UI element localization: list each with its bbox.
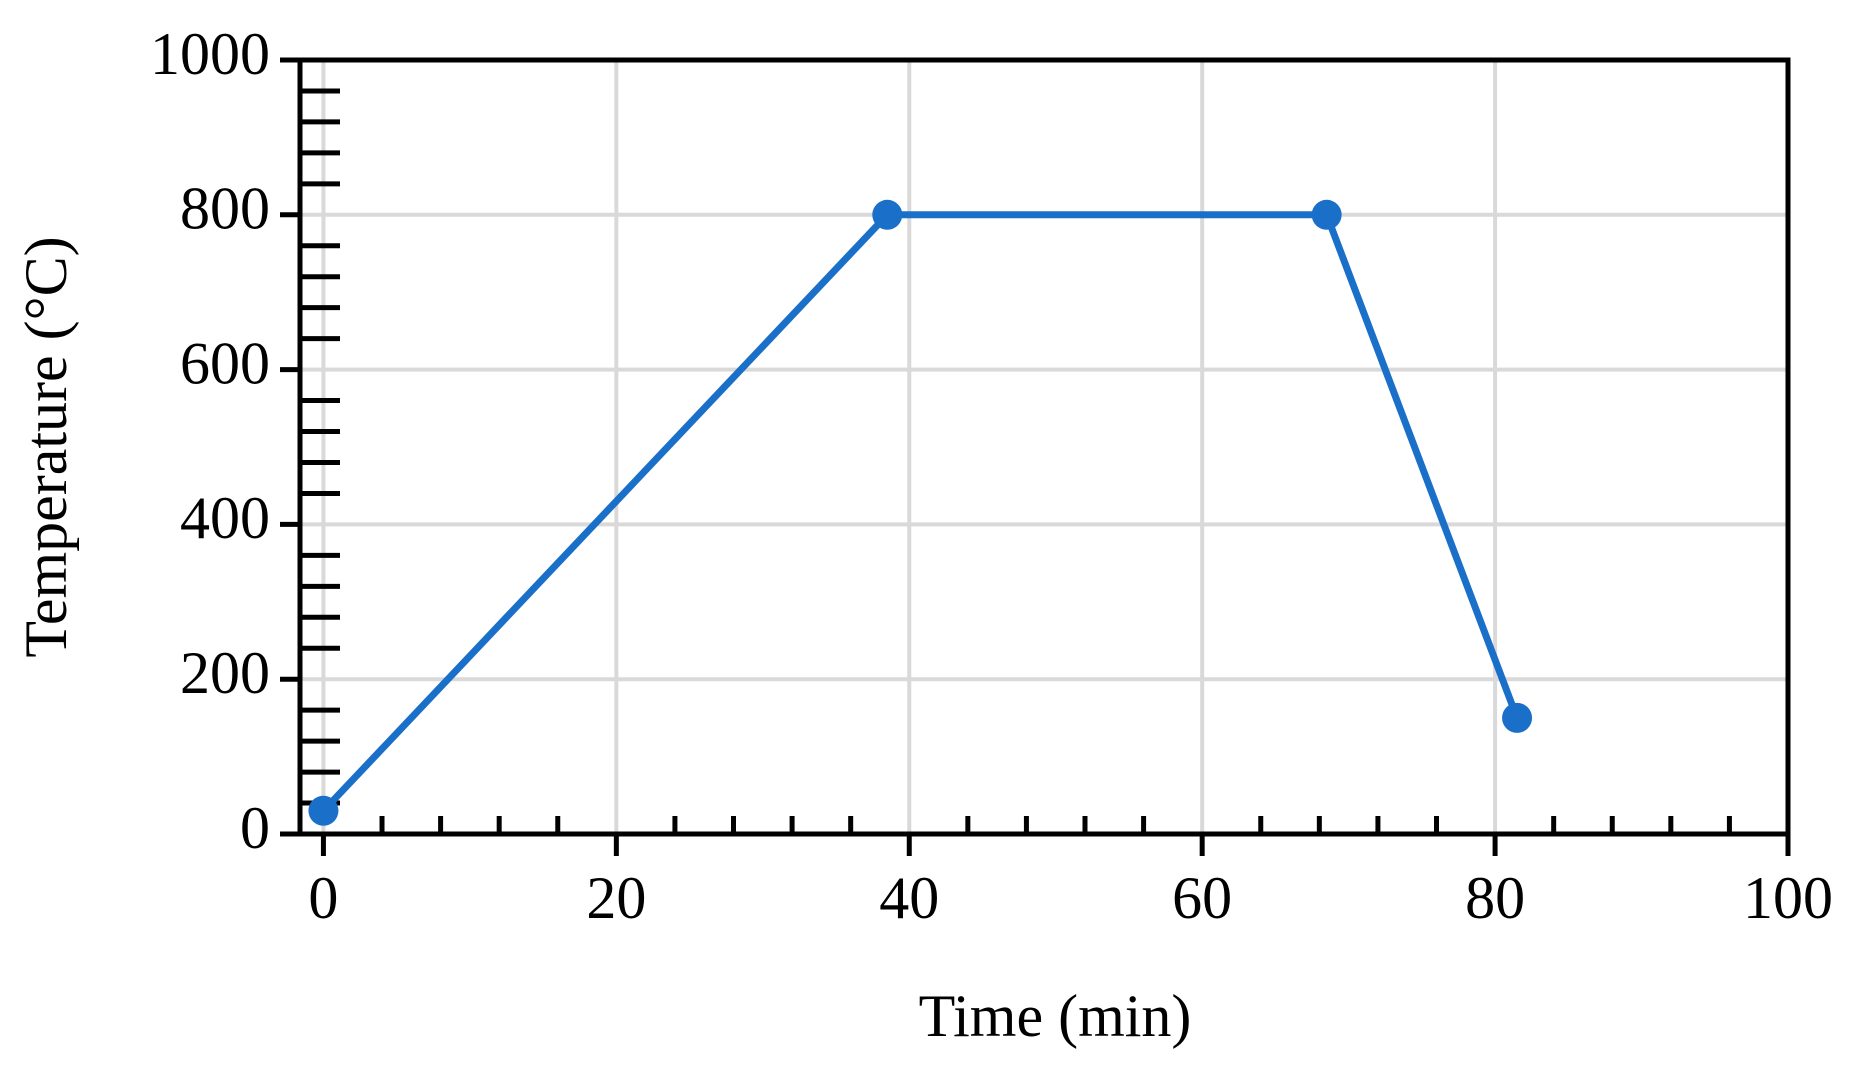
y-axis-label: Temperature (°C) (13, 236, 79, 657)
y-tick-label: 800 (180, 176, 270, 242)
y-tick-label: 0 (240, 795, 270, 861)
marker (308, 795, 339, 826)
y-tick-label: 600 (180, 330, 270, 396)
plot-frame (297, 57, 1791, 837)
marker (1502, 702, 1533, 733)
x-axis-label: Time (min) (919, 983, 1192, 1049)
y-tick-label: 200 (180, 640, 270, 706)
marker (1311, 199, 1342, 230)
y-tick-label: 400 (180, 485, 270, 551)
y-tick-label: 1000 (150, 21, 270, 87)
x-tick-label: 20 (586, 865, 646, 931)
x-tick-label: 40 (879, 865, 939, 931)
x-tick-label: 100 (1743, 865, 1833, 931)
x-tick-label: 60 (1172, 865, 1232, 931)
line (320, 211, 1521, 814)
x-tick-label: 80 (1465, 865, 1525, 931)
x-tick-label: 0 (308, 865, 338, 931)
marker (872, 199, 903, 230)
